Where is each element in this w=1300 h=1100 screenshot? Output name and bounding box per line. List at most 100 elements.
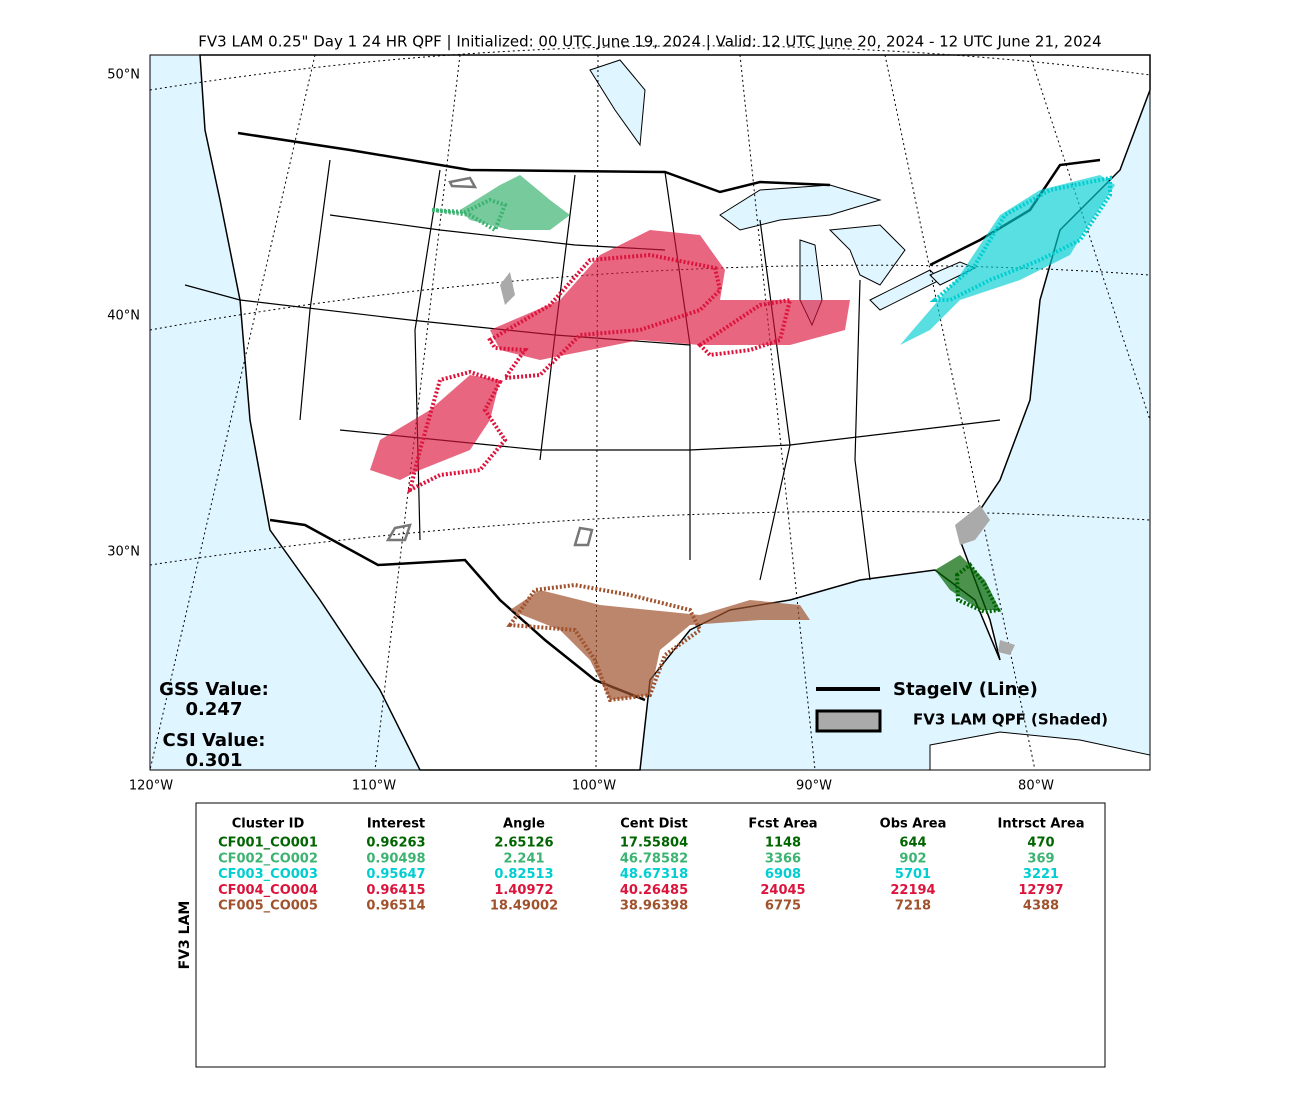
state-line: [759, 219, 791, 581]
lon-label: 90°W: [796, 779, 832, 794]
legend: StageIV (Line) FV3 LAM QPF (Shaded): [815, 679, 1108, 733]
obs-outline: [573, 526, 594, 547]
table-cell: CF003_CO003: [218, 867, 318, 882]
table-cell: 1148: [765, 836, 801, 851]
scores: GSS Value: 0.247 CSI Value: 0.301: [159, 679, 269, 771]
table-cell: 0.96263: [366, 836, 425, 851]
cluster-outline: [954, 562, 1002, 615]
lon-label: 100°W: [572, 779, 616, 794]
lake-winnipeg: [589, 59, 646, 147]
legend-line-label: StageIV (Line): [893, 679, 1038, 700]
cluster-outlines: [407, 175, 1112, 703]
state-line: [854, 279, 871, 581]
cluster-shaded: [500, 272, 515, 305]
cluster-outline: [407, 369, 508, 494]
lon-label: 80°W: [1018, 779, 1054, 794]
cluster-outline: [431, 197, 508, 233]
cluster-shaded: [955, 505, 990, 545]
table-cell: 0.96415: [366, 883, 425, 898]
table-cell: 48.67318: [620, 867, 688, 882]
table-header: Obs Area: [880, 817, 947, 832]
table-cell: 6908: [765, 867, 801, 882]
table-cell: 46.78582: [620, 851, 688, 866]
table-row-group-label: FV3 LAM: [177, 901, 193, 970]
table-cell: 369: [1027, 851, 1054, 866]
legend-swatch: [815, 709, 882, 733]
csi-label: CSI Value:: [163, 730, 266, 751]
table-header: Angle: [503, 817, 545, 832]
lat-label: 50°N: [107, 68, 140, 83]
cluster-shaded: [510, 590, 810, 700]
table-cell: 24045: [760, 883, 805, 898]
table-cell: CF005_CO005: [218, 899, 318, 914]
gss-label: GSS Value:: [159, 679, 269, 700]
table-cell: 2.65126: [494, 836, 553, 851]
cluster-shaded: [370, 375, 500, 480]
table-cell: CF004_CO004: [218, 883, 318, 898]
cluster-shaded: [460, 175, 570, 230]
lat-label: 30°N: [107, 545, 140, 560]
table-cell: 1.40972: [494, 883, 553, 898]
table-header: Interest: [367, 817, 425, 832]
gss-value: 0.247: [186, 699, 243, 720]
table-frame: [195, 802, 1106, 1068]
lon-label: 110°W: [352, 779, 396, 794]
us-mexico-border: [269, 518, 646, 702]
parallel: [149, 510, 1151, 566]
lake-superior: [719, 184, 882, 231]
meridian: [1029, 54, 1151, 421]
table-cell: 22194: [890, 883, 935, 898]
obs-outline: [385, 523, 412, 542]
meridian: [149, 54, 316, 771]
table-cell: 0.82513: [494, 867, 553, 882]
cluster-outline: [929, 175, 1112, 302]
lat-label: 40°N: [107, 309, 140, 324]
table-cell: 902: [899, 851, 926, 866]
table-cell: 470: [1027, 836, 1054, 851]
cluster-outline: [506, 582, 703, 703]
table-cell: 12797: [1018, 883, 1063, 898]
table-header: Cent Dist: [620, 817, 688, 832]
table-cell: 6775: [765, 899, 801, 914]
legend-shaded-label: FV3 LAM QPF (Shaded): [913, 711, 1108, 729]
cluster-shaded: [900, 175, 1115, 345]
lon-label: 120°W: [129, 779, 173, 794]
table-cell: 3221: [1023, 867, 1059, 882]
csi-value: 0.301: [186, 750, 243, 771]
table-cell: 3366: [765, 851, 801, 866]
title: FV3 LAM 0.25" Day 1 24 HR QPF | Initiali…: [198, 33, 1101, 51]
meridian: [374, 54, 461, 771]
state-line: [664, 171, 691, 560]
map: StageIV (Line) FV3 LAM QPF (Shaded) GSS …: [149, 45, 1151, 771]
lake-huron: [828, 224, 906, 286]
clusters: [370, 175, 1115, 700]
table-cell: 0.90498: [366, 851, 425, 866]
table-cell: 7218: [895, 899, 931, 914]
table-cell: CF001_CO001: [218, 836, 318, 851]
cluster-shaded: [998, 640, 1015, 655]
map-frame: [149, 54, 1151, 771]
table-cell: 0.96514: [366, 899, 425, 914]
table-cell: CF002_CO002: [218, 851, 318, 866]
cluster-shaded: [935, 555, 1000, 610]
table-cell: 18.49002: [490, 899, 558, 914]
table-header: Cluster ID: [232, 817, 305, 832]
table-cell: 4388: [1023, 899, 1059, 914]
state-line: [184, 284, 241, 301]
cluster-shaded: [490, 230, 850, 360]
table-cell: 644: [899, 836, 926, 851]
meridian: [884, 54, 1036, 771]
table-cell: 2.241: [503, 851, 544, 866]
table-cell: 5701: [895, 867, 931, 882]
table-header: Fcst Area: [748, 817, 817, 832]
parallel: [149, 45, 1151, 91]
cluster-outline: [696, 297, 793, 358]
table-cell: 0.95647: [366, 867, 425, 882]
table-cell: 40.26485: [620, 883, 688, 898]
obs-outline: [448, 176, 478, 189]
table-cell: 17.55804: [620, 836, 688, 851]
state-line: [299, 159, 331, 421]
table-cell: 38.96398: [620, 899, 688, 914]
